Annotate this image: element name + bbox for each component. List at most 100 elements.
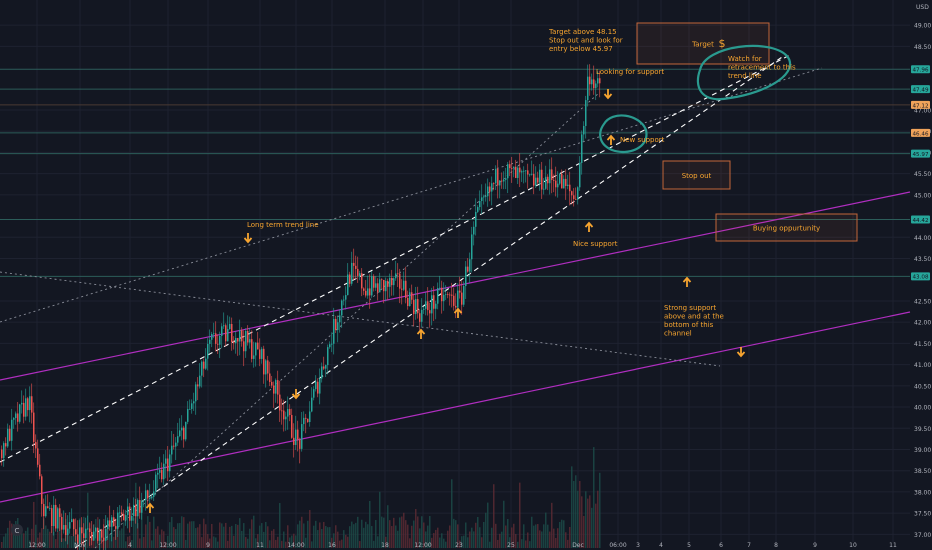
candle-body	[245, 330, 247, 352]
x-tick-label: 06:00	[609, 542, 626, 549]
volume-bar	[271, 530, 273, 548]
volume-bar	[413, 520, 415, 548]
candle-body	[101, 529, 103, 538]
volume-bar	[523, 524, 525, 548]
volume-bar	[235, 524, 237, 548]
candle-body	[95, 527, 97, 532]
candle-body	[321, 366, 323, 379]
volume-bar	[239, 518, 241, 548]
volume-bar	[399, 517, 401, 548]
x-tick-label: Nov	[74, 542, 86, 549]
volume-bar	[585, 491, 587, 548]
candle-body	[87, 528, 89, 530]
arrow-up-icon-head	[584, 221, 594, 228]
candle-body	[511, 168, 513, 169]
candle-body	[227, 329, 229, 342]
candle-body	[377, 283, 379, 293]
volume-bar	[37, 537, 39, 548]
x-tick-label: 16	[328, 542, 336, 549]
candle-body	[353, 262, 355, 266]
arrow-up-icon-head	[145, 502, 155, 509]
volume-bar	[141, 512, 143, 548]
volume-bar	[317, 530, 319, 548]
volume-bar	[201, 537, 203, 548]
volume-bar	[461, 536, 463, 548]
candle-body	[323, 366, 325, 369]
volume-bar	[431, 537, 433, 548]
candle-body	[13, 418, 15, 420]
candle-body	[473, 226, 475, 235]
candle-body	[175, 442, 177, 447]
volume-bar	[131, 540, 133, 548]
volume-bar	[315, 520, 317, 548]
volume-bar	[295, 535, 297, 548]
candle-body	[141, 500, 143, 513]
volume-bar	[3, 536, 5, 548]
volume-bar	[305, 537, 307, 548]
volume-bar	[381, 516, 383, 548]
price-badge-label: 47.96	[912, 68, 928, 74]
buying-opportunity-box[interactable]: Buying oppurtunity	[715, 213, 858, 242]
candle-body	[195, 384, 197, 402]
candle-body	[379, 279, 381, 293]
volume-bar	[433, 533, 435, 548]
strong-support-note: Strong support above and at the bottom of …	[664, 304, 724, 338]
volume-bar	[185, 539, 187, 548]
volume-bar	[119, 530, 121, 548]
candle-body	[147, 490, 149, 499]
volume-bar	[435, 529, 437, 548]
volume-bar	[395, 525, 397, 548]
candle-body	[73, 519, 75, 530]
y-tick-label: 39.50	[914, 426, 931, 433]
target-box-label: Target	[691, 41, 714, 49]
y-tick-label: 41.00	[914, 362, 931, 369]
candle-body	[303, 417, 305, 425]
candle-body	[573, 195, 575, 199]
stop-out-box[interactable]: Stop out	[662, 160, 731, 190]
candle-body	[333, 318, 335, 344]
svg-text:C: C	[15, 527, 20, 535]
candle-body	[239, 330, 241, 342]
candle-body	[1, 449, 3, 459]
candle-body	[295, 429, 297, 445]
x-tick-label: 3	[636, 542, 640, 549]
x-tick-label: 23	[455, 542, 463, 549]
volume-bar	[265, 521, 267, 548]
candle-body	[165, 458, 167, 464]
volume-bar	[171, 516, 173, 548]
candle-body	[307, 418, 309, 423]
volume-bar	[249, 528, 251, 548]
candle-body	[221, 326, 223, 336]
volume-bar	[275, 539, 277, 548]
x-tick-label: 4	[659, 542, 663, 549]
volume-bar	[179, 523, 181, 548]
arrow-down-icon	[291, 389, 301, 400]
dashed-trend-line	[0, 54, 791, 463]
stop-out-box-frame	[662, 160, 731, 190]
volume-bar	[369, 500, 371, 548]
x-tick-label: 12:00	[159, 542, 176, 549]
price-badge	[911, 215, 930, 224]
volume-bar	[319, 522, 321, 548]
y-tick-label: 40.00	[914, 405, 931, 412]
volume-bar	[149, 521, 151, 548]
x-tick-label: 12:00	[414, 542, 431, 549]
price-badge-label: 43.08	[912, 275, 928, 281]
volume-bar	[177, 523, 179, 548]
candle-body	[345, 295, 347, 300]
volume-bar	[33, 501, 35, 548]
candle-body	[395, 273, 397, 279]
volume-bar	[391, 526, 393, 548]
volume-bar	[273, 529, 275, 548]
volume-bar	[553, 528, 555, 548]
candle-body	[385, 280, 387, 292]
x-tick-label: 8	[774, 542, 778, 549]
volume-bar	[447, 530, 449, 548]
candle-body	[127, 506, 129, 516]
volume-bar	[49, 531, 51, 548]
candle-body	[585, 100, 587, 126]
volume-bar	[525, 540, 527, 548]
candle-body	[133, 504, 135, 516]
